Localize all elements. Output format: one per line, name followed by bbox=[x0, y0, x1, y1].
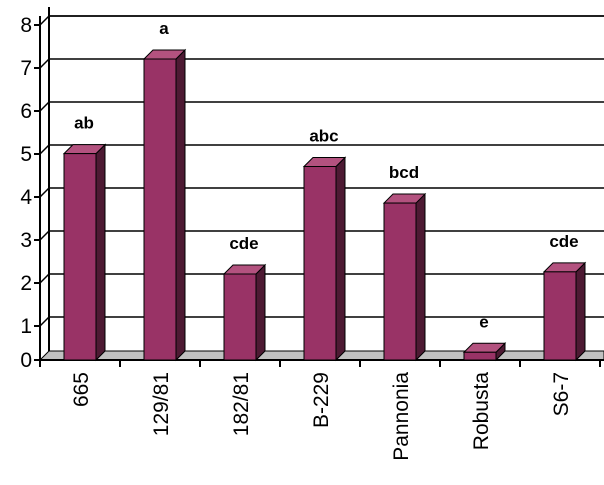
gridline-diagonal bbox=[39, 273, 50, 284]
x-tick-label: Robusta bbox=[470, 372, 493, 451]
x-tick-label: 665 bbox=[70, 372, 93, 407]
x-tick-label: 129/81 bbox=[150, 372, 173, 436]
gridline-diagonal bbox=[39, 58, 50, 69]
data-label: bcd bbox=[389, 163, 419, 182]
y-tick-label: 5 bbox=[20, 143, 32, 166]
x-tick-label: 182/81 bbox=[230, 372, 253, 436]
bar-B-229 bbox=[303, 166, 337, 361]
y-tick-label: 2 bbox=[20, 272, 32, 295]
y-tick-label: 7 bbox=[20, 57, 32, 80]
x-tick-label: S6-7 bbox=[550, 372, 573, 416]
bar-side-Pannonia bbox=[415, 192, 426, 362]
y-tick-label: 3 bbox=[20, 229, 32, 252]
y-tick-label: 6 bbox=[20, 100, 32, 123]
bar-side-182/81 bbox=[255, 263, 266, 362]
data-label: cde bbox=[549, 232, 578, 251]
gridline-diagonal bbox=[39, 187, 50, 198]
bar-129/81 bbox=[143, 58, 177, 361]
bar-Pannonia bbox=[383, 202, 417, 361]
bar-side-665 bbox=[95, 143, 106, 362]
y-tick-label: 4 bbox=[20, 186, 32, 209]
bar-182/81 bbox=[223, 273, 257, 361]
gridline-diagonal bbox=[39, 316, 50, 327]
data-label: a bbox=[159, 19, 169, 38]
gridline-diagonal bbox=[39, 230, 50, 241]
y-tick-label: 8 bbox=[20, 14, 32, 37]
data-label: cde bbox=[229, 234, 258, 253]
gridline-diagonal bbox=[39, 144, 50, 155]
bar-side-S6-7 bbox=[575, 261, 586, 362]
gridline-diagonal bbox=[39, 101, 50, 112]
data-label: e bbox=[479, 312, 488, 331]
y-tick-label: 1 bbox=[20, 315, 32, 338]
gridline-diagonal bbox=[39, 15, 50, 26]
bar-side-B-229 bbox=[335, 156, 346, 362]
bar-side-129/81 bbox=[175, 48, 186, 362]
data-label: abc bbox=[309, 127, 338, 146]
bar-Robusta bbox=[463, 351, 497, 361]
bar-665 bbox=[63, 153, 97, 361]
x-tick-label: B-229 bbox=[310, 372, 333, 428]
x-tick-label: Pannonia bbox=[390, 372, 413, 461]
y-tick-label: 0 bbox=[20, 349, 32, 372]
bar-S6-7 bbox=[543, 271, 577, 361]
data-label: ab bbox=[74, 114, 94, 133]
